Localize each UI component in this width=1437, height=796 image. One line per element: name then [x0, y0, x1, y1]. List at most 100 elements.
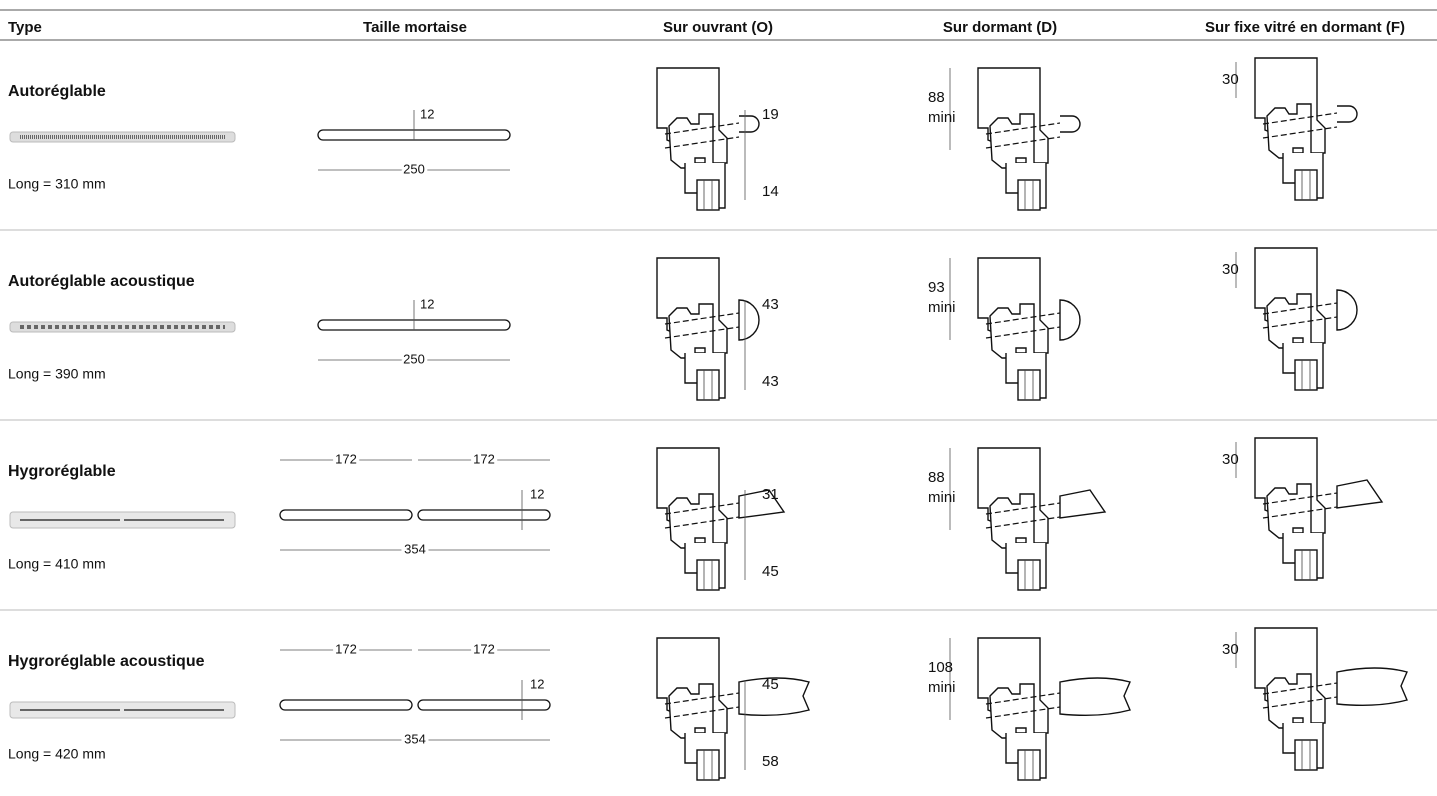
product-length: Long = 410 mm [8, 556, 106, 572]
slot-width: 172 [473, 641, 495, 656]
fixe-drawing [1336, 289, 1358, 331]
mortise-height: 12 [530, 486, 544, 501]
ouvrant-drawing [696, 749, 720, 781]
dormant-drawing [985, 516, 1061, 529]
ouvrant-top-dim: 19 [762, 106, 779, 123]
product-type: Autoréglable acoustique [8, 273, 195, 290]
mortise-height: 12 [530, 676, 544, 691]
fixe-height: 30 [1222, 641, 1239, 658]
ouvrant-drawing [738, 677, 810, 717]
mortise-total: 354 [404, 541, 426, 556]
dormant-height: 88 [928, 89, 945, 106]
fixe-drawing [1262, 302, 1338, 315]
mortise-height: 12 [420, 106, 434, 121]
ouvrant-drawing [738, 299, 760, 341]
dormant-drawing [985, 326, 1061, 339]
fixe-drawing [1262, 506, 1338, 519]
dormant-drawing [985, 502, 1061, 515]
column-header: Taille mortaise [363, 19, 467, 36]
product-length: Long = 420 mm [8, 746, 106, 762]
dormant-note: mini [928, 679, 956, 696]
fixe-drawing [1294, 739, 1318, 771]
dormant-height: 88 [928, 469, 945, 486]
fixe-drawing [1294, 359, 1318, 391]
mortise-slot [279, 509, 413, 521]
fixe-drawing [1336, 667, 1408, 707]
fixe-height: 30 [1222, 451, 1239, 468]
dormant-drawing [1059, 677, 1131, 717]
ouvrant-bottom-dim: 14 [762, 183, 779, 200]
column-header: Sur fixe vitré en dormant (F) [1205, 19, 1405, 36]
column-header: Sur dormant (D) [943, 19, 1057, 36]
fixe-drawing [1337, 105, 1358, 123]
ouvrant-drawing [664, 706, 740, 719]
fixe-drawing [1336, 479, 1384, 509]
ouvrant-top-dim: 43 [762, 296, 779, 313]
ouvrant-drawing [664, 312, 740, 325]
product-type: Hygroréglable [8, 463, 116, 480]
fixe-drawing [1262, 492, 1338, 505]
ouvrant-drawing [664, 136, 740, 149]
dormant-height: 93 [928, 279, 945, 296]
dormant-drawing [985, 136, 1061, 149]
ouvrant-drawing [696, 559, 720, 591]
slot-width: 172 [473, 451, 495, 466]
ouvrant-drawing [664, 692, 740, 705]
fixe-drawing [1294, 549, 1318, 581]
product-length: Long = 310 mm [8, 176, 106, 192]
fixe-drawing [1262, 682, 1338, 695]
dormant-height: 108 [928, 659, 953, 676]
product-image [9, 511, 236, 529]
ouvrant-bottom-dim: 43 [762, 373, 779, 390]
ouvrant-drawing [664, 326, 740, 339]
ouvrant-drawing [696, 179, 720, 211]
dormant-drawing [1060, 115, 1081, 133]
product-type: Hygroréglable acoustique [8, 653, 205, 670]
product-type: Autoréglable [8, 83, 106, 100]
fixe-drawing [1262, 696, 1338, 709]
product-image [9, 701, 236, 719]
ouvrant-drawing [738, 489, 786, 519]
dormant-drawing [985, 122, 1061, 135]
fixe-drawing [1262, 112, 1338, 125]
ouvrant-drawing [664, 122, 740, 135]
dormant-drawing [1017, 749, 1041, 781]
ouvrant-bottom-dim: 58 [762, 753, 779, 770]
mortise-slot [279, 699, 413, 711]
dormant-drawing [985, 312, 1061, 325]
fixe-height: 30 [1222, 71, 1239, 88]
product-image [9, 321, 236, 333]
ouvrant-top-dim: 31 [762, 486, 779, 503]
mortise-total: 250 [403, 161, 425, 176]
slot-width: 172 [335, 641, 357, 656]
ouvrant-drawing [664, 502, 740, 515]
mortise-total: 250 [403, 351, 425, 366]
mortise-slot [417, 699, 551, 711]
fixe-drawing [1262, 316, 1338, 329]
dormant-drawing [1017, 369, 1041, 401]
dormant-drawing [985, 706, 1061, 719]
dormant-drawing [985, 692, 1061, 705]
dormant-note: mini [928, 109, 956, 126]
dormant-note: mini [928, 489, 956, 506]
fixe-height: 30 [1222, 261, 1239, 278]
product-length: Long = 390 mm [8, 366, 106, 382]
ouvrant-top-dim: 45 [762, 676, 779, 693]
fixe-drawing [1294, 169, 1318, 201]
fixe-drawing [1262, 126, 1338, 139]
mortise-height: 12 [420, 296, 434, 311]
mortise-slot [417, 509, 551, 521]
dormant-drawing [1059, 489, 1107, 519]
mortise-total: 354 [404, 731, 426, 746]
ouvrant-drawing [739, 115, 760, 133]
dormant-drawing [1017, 179, 1041, 211]
dormant-drawing [1059, 299, 1081, 341]
column-header: Sur ouvrant (O) [663, 19, 773, 36]
column-header: Type [8, 19, 42, 36]
ouvrant-bottom-dim: 45 [762, 563, 779, 580]
slot-width: 172 [335, 451, 357, 466]
ouvrant-drawing [696, 369, 720, 401]
dormant-drawing [1017, 559, 1041, 591]
dormant-note: mini [928, 299, 956, 316]
